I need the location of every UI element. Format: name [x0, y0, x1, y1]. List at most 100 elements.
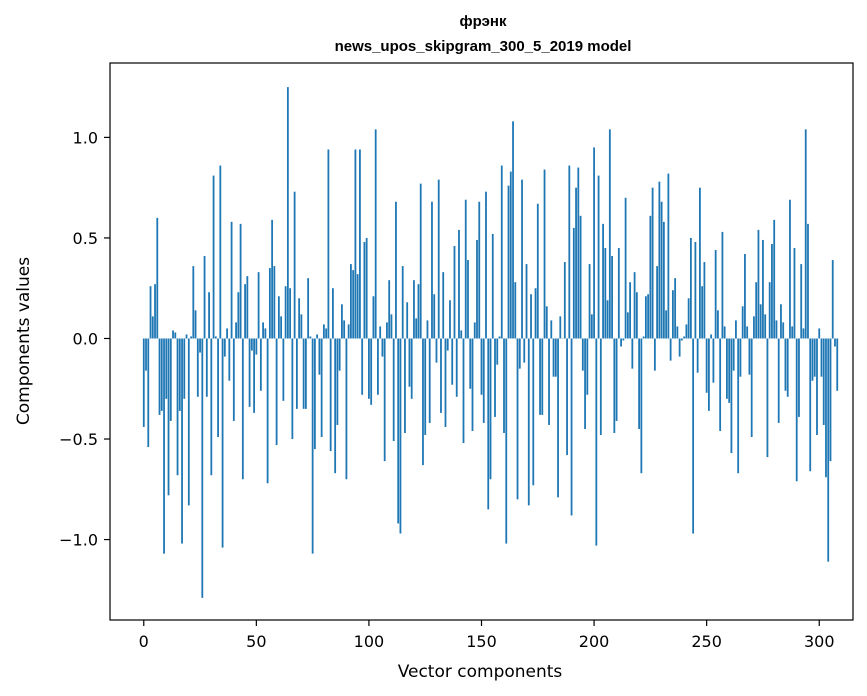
bar — [638, 338, 641, 429]
bar — [780, 304, 782, 339]
bar — [379, 326, 382, 339]
bar — [361, 338, 364, 395]
bar — [419, 183, 422, 339]
bar — [480, 338, 483, 395]
bar — [807, 223, 809, 339]
bar — [658, 181, 661, 339]
bar — [199, 338, 201, 353]
bar — [611, 256, 613, 339]
bar — [437, 179, 440, 339]
bar — [392, 338, 395, 442]
bar — [689, 237, 692, 339]
bar — [320, 338, 323, 438]
bar — [717, 310, 719, 339]
bar — [478, 201, 481, 339]
bar — [230, 221, 233, 339]
bar — [554, 338, 557, 377]
bar — [525, 264, 528, 339]
bar — [532, 338, 535, 486]
bar — [383, 338, 386, 462]
bar — [149, 286, 152, 339]
bar — [680, 338, 683, 341]
bar — [640, 338, 643, 474]
x-tick-label: 300 — [804, 632, 835, 651]
bar — [282, 338, 285, 401]
bar — [653, 338, 656, 371]
bars-group — [142, 87, 839, 598]
bar — [165, 338, 168, 399]
bar — [219, 165, 222, 339]
bar — [545, 306, 548, 339]
bar — [246, 276, 249, 339]
bar — [453, 245, 456, 339]
bar — [311, 338, 314, 554]
bar — [791, 326, 794, 339]
bar — [181, 338, 183, 544]
bar — [543, 169, 546, 339]
x-tick-label: 150 — [466, 632, 497, 651]
bar — [687, 298, 690, 339]
bar — [295, 338, 298, 409]
bar — [201, 338, 204, 598]
bar — [145, 338, 147, 371]
bar — [626, 312, 629, 339]
bar — [289, 288, 292, 339]
bar — [318, 338, 321, 375]
bar — [154, 284, 156, 339]
bar — [617, 248, 620, 339]
bar — [730, 338, 733, 454]
bar — [559, 316, 562, 339]
bar — [374, 129, 377, 339]
bar — [665, 310, 668, 339]
bar — [208, 292, 210, 339]
bar — [804, 129, 807, 339]
bar — [831, 260, 834, 339]
bar — [811, 338, 814, 381]
bar — [527, 338, 530, 506]
bar — [268, 268, 271, 339]
bar — [316, 334, 319, 339]
y-tick-label: 0.5 — [73, 229, 98, 248]
bar — [172, 330, 174, 339]
x-tick-label: 0 — [139, 632, 149, 651]
bar — [291, 338, 294, 440]
bar — [185, 334, 188, 339]
bar — [782, 322, 785, 339]
bar — [534, 288, 537, 339]
bar — [300, 314, 303, 339]
bar — [307, 278, 310, 339]
bar — [494, 338, 496, 417]
bar — [196, 338, 199, 397]
bar — [721, 231, 724, 339]
bar — [406, 302, 409, 339]
bar — [723, 326, 726, 339]
bar — [575, 187, 577, 339]
bar — [703, 262, 706, 339]
y-tick-label: 1.0 — [73, 128, 98, 147]
bar — [737, 338, 740, 474]
bar — [759, 304, 762, 339]
bar — [377, 338, 379, 395]
bar — [744, 254, 746, 339]
bar — [194, 310, 197, 339]
bar — [514, 282, 517, 339]
bar — [633, 272, 636, 339]
bar — [816, 338, 818, 435]
bar — [158, 338, 161, 415]
bar — [275, 338, 278, 446]
y-axis-ticks: −1.0 −0.5 0.0 0.5 1.0 — [59, 128, 110, 550]
y-tick-label: −1.0 — [59, 531, 98, 550]
bar — [789, 199, 791, 339]
y-tick-label: 0.0 — [73, 329, 98, 348]
bar — [777, 338, 780, 423]
bar — [273, 266, 276, 339]
bar — [336, 338, 339, 425]
bar — [536, 203, 539, 339]
bar — [255, 338, 258, 355]
bar — [590, 314, 593, 339]
bar — [674, 278, 677, 339]
bar — [205, 338, 208, 397]
bar — [694, 241, 697, 339]
bar — [521, 179, 523, 339]
bar — [192, 266, 195, 339]
